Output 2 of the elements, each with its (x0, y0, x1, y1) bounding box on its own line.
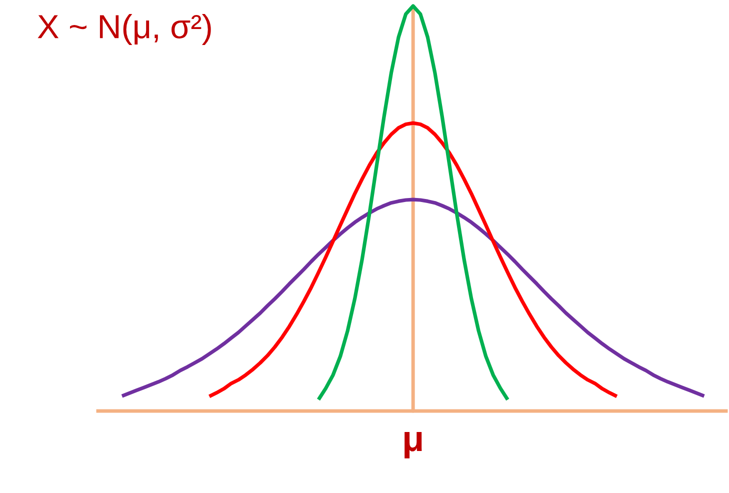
chart-title: X ~ N(μ, σ²) (38, 14, 211, 46)
text: μ (404, 432, 422, 458)
